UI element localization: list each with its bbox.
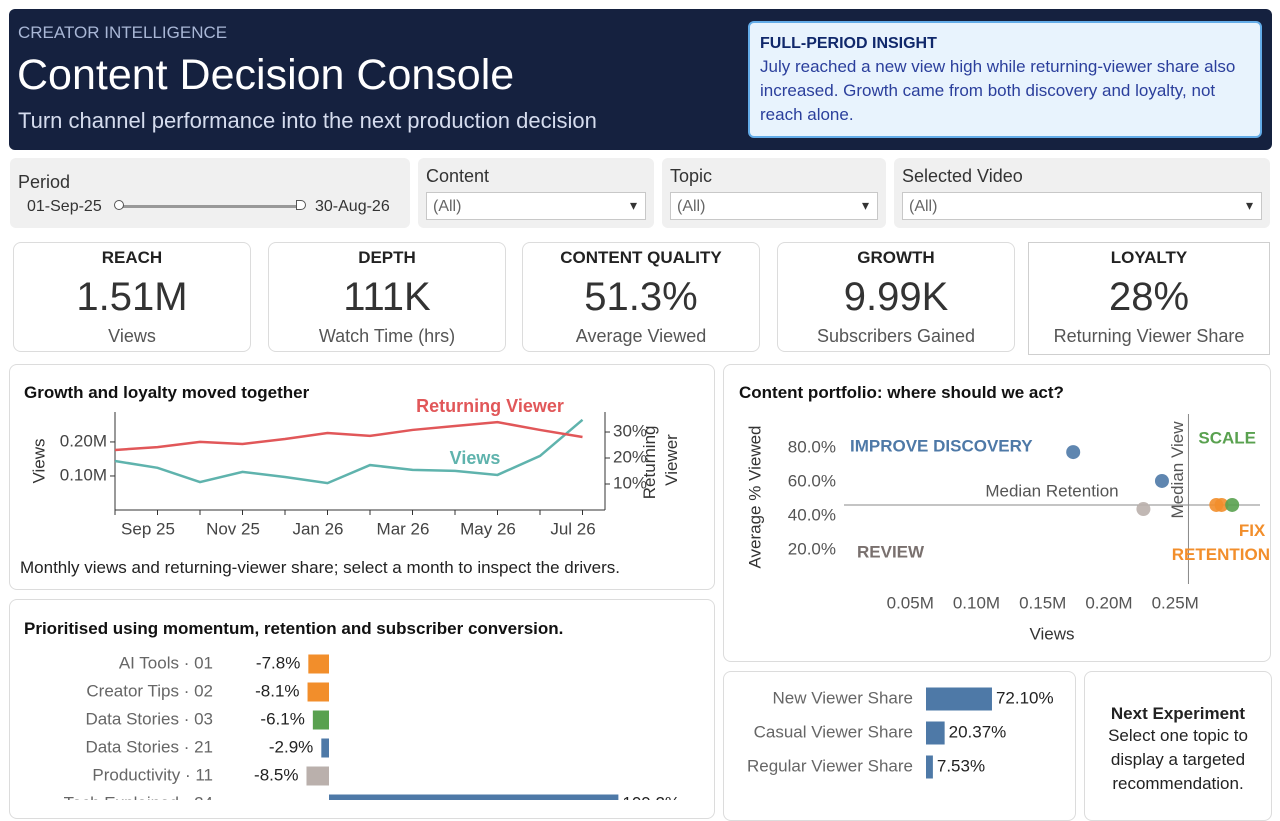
slider-track <box>120 205 300 208</box>
kpi-card: LOYALTY 28% Returning Viewer Share <box>1028 242 1270 355</box>
slider-handle[interactable] <box>114 200 124 210</box>
kpi-label: CONTENT QUALITY <box>560 248 722 267</box>
kpi-value: 9.99K <box>843 275 949 319</box>
kpi-label: DEPTH <box>358 248 416 267</box>
page: CREATOR INTELLIGENCE Content Decision Co… <box>0 0 1280 800</box>
header: CREATOR INTELLIGENCE Content Decision Co… <box>9 9 1272 150</box>
next-experiment-panel: Next Experiment Select one topic to disp… <box>1084 671 1272 821</box>
filter-label: Selected Video <box>902 166 1023 186</box>
video-filter: Selected Video (All) <box>894 158 1270 228</box>
kpi-caption: Views <box>108 326 156 346</box>
kpi-value: 28% <box>1108 275 1190 319</box>
kpi-caption: Average Viewed <box>575 326 707 346</box>
insight-text: July reached a new view high while retur… <box>760 57 1236 124</box>
subtitle: Turn channel performance into the next p… <box>18 108 597 133</box>
panel-title: Growth and loyalty moved together <box>24 383 310 402</box>
period-end: 30-Aug-26 <box>315 198 390 215</box>
panel-title: Content portfolio: where should we act? <box>739 383 1064 402</box>
kpi-card: DEPTH 111K Watch Time (hrs) <box>268 242 506 352</box>
kpi-label: LOYALTY <box>1110 248 1188 267</box>
kpi-value: 111K <box>343 275 431 319</box>
insight-box: FULL-PERIOD INSIGHT July reached a new v… <box>748 21 1262 138</box>
filter-label: Period <box>18 172 71 192</box>
kpi-caption: Subscribers Gained <box>816 326 976 346</box>
insight-title: FULL-PERIOD INSIGHT <box>760 35 937 52</box>
dropdown[interactable]: (All) <box>670 192 878 220</box>
viewer-mix-panel <box>723 671 1076 821</box>
slider-handle[interactable] <box>296 200 306 210</box>
filter-label: Content <box>426 166 490 186</box>
chart-caption: Monthly views and returning-viewer share… <box>20 558 620 577</box>
panel-title: Prioritised using momentum, retention an… <box>24 619 564 638</box>
dashboard-title: Content Decision Console <box>17 51 515 99</box>
dropdown[interactable]: (All) <box>902 192 1262 220</box>
content-filter: Content (All) <box>418 158 654 228</box>
period-filter[interactable]: Period 01-Sep-25 30-Aug-26 <box>10 158 410 228</box>
kpi-value: 51.3% <box>584 275 698 319</box>
kpi-label: GROWTH <box>857 248 935 267</box>
priority-panel: Prioritised using momentum, retention an… <box>9 599 715 819</box>
experiment-title: Next Experiment <box>1110 704 1246 723</box>
topic-filter: Topic (All) <box>662 158 886 228</box>
kpi-caption: Watch Time (hrs) <box>318 326 456 346</box>
experiment-text: Select one topic to display a targeted r… <box>1108 726 1248 793</box>
dropdown[interactable]: (All) <box>426 192 646 220</box>
kpi-caption: Returning Viewer Share <box>1053 326 1245 346</box>
period-start: 01-Sep-25 <box>27 198 102 215</box>
trend-panel: Growth and loyalty moved together Monthl… <box>9 364 715 590</box>
filter-label: Topic <box>670 166 713 186</box>
portfolio-panel: Content portfolio: where should we act? <box>723 364 1271 662</box>
kpi-card: CONTENT QUALITY 51.3% Average Viewed <box>522 242 760 352</box>
eyebrow: CREATOR INTELLIGENCE <box>18 23 228 42</box>
kpi-card: REACH 1.51M Views <box>13 242 251 352</box>
kpi-label: REACH <box>101 248 163 267</box>
kpi-card: GROWTH 9.99K Subscribers Gained <box>777 242 1015 352</box>
kpi-value: 1.51M <box>76 275 188 319</box>
